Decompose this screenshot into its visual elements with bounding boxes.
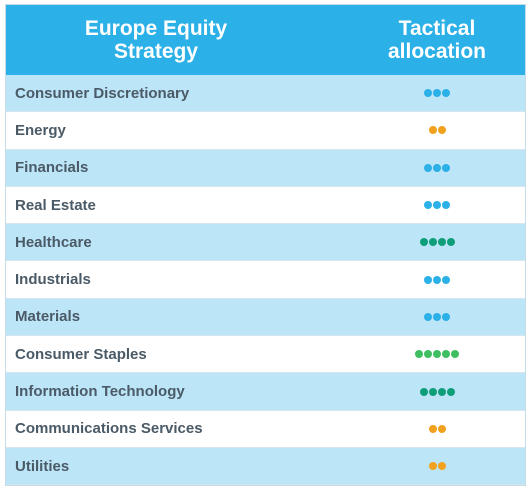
table-row: Healthcare xyxy=(6,224,525,262)
rating-dot-icon xyxy=(437,238,446,247)
table-row: Financials xyxy=(6,149,525,187)
rating-dot-icon xyxy=(437,126,446,135)
rating-dot-icon xyxy=(433,201,441,210)
rating-dot-icon xyxy=(437,462,446,471)
table-row: Communications Services xyxy=(6,411,525,448)
sector-label: Communications Services xyxy=(15,420,203,438)
allocation-rating xyxy=(366,112,508,148)
table-row: Energy xyxy=(6,112,525,150)
rating-dot-icon xyxy=(424,201,432,210)
sector-label: Healthcare xyxy=(15,233,92,251)
rating-dot-icon xyxy=(428,126,437,135)
rating-dot-icon xyxy=(424,275,432,284)
sector-label: Consumer Discretionary xyxy=(15,84,190,102)
sector-label: Energy xyxy=(15,121,66,139)
rating-dot-icon xyxy=(428,462,437,471)
sector-label: Real Estate xyxy=(15,196,96,214)
rating-dot-icon xyxy=(433,350,441,359)
header-tactical-allocation: Tactical allocation xyxy=(387,17,487,63)
table-row: Real Estate xyxy=(6,187,525,225)
rating-dot-icon xyxy=(428,387,437,396)
sector-label: Utilities xyxy=(15,457,70,475)
rating-dot-icon xyxy=(424,89,432,98)
rating-dot-icon xyxy=(433,275,441,284)
rating-dot-icon xyxy=(419,387,428,396)
rating-dot-icon xyxy=(424,350,432,359)
rating-dot-icon xyxy=(442,350,450,359)
rating-dot-icon xyxy=(442,312,450,321)
allocation-rating xyxy=(366,336,508,372)
sector-label: Information Technology xyxy=(15,383,185,401)
table-body: Consumer Discretionary Energy Financials Re… xyxy=(6,75,525,486)
rating-dot-icon xyxy=(433,163,441,172)
rating-dot-icon xyxy=(437,387,446,396)
rating-dot-icon xyxy=(428,238,437,247)
allocation-rating xyxy=(366,411,508,447)
allocation-rating xyxy=(366,150,508,186)
sector-label: Materials xyxy=(15,308,81,326)
sector-label: Financials xyxy=(15,159,89,177)
rating-dot-icon xyxy=(442,89,450,98)
sector-label: Consumer Staples xyxy=(15,345,147,363)
allocation-rating xyxy=(366,373,508,409)
table-row: Consumer Discretionary xyxy=(6,75,525,113)
rating-dot-icon xyxy=(446,387,455,396)
rating-dot-icon xyxy=(415,350,423,359)
header-strategy: Europe Equity Strategy xyxy=(84,17,228,63)
rating-dot-icon xyxy=(446,238,455,247)
rating-dot-icon xyxy=(442,275,450,284)
allocation-rating xyxy=(366,224,508,260)
rating-dot-icon xyxy=(419,238,428,247)
table-header: Europe Equity Strategy Tactical allocati… xyxy=(6,5,525,75)
rating-dot-icon xyxy=(424,163,432,172)
rating-dot-icon xyxy=(437,424,446,433)
table-row: Utilities xyxy=(6,447,525,486)
table-row: Industrials xyxy=(6,261,525,299)
rating-dot-icon xyxy=(442,163,450,172)
rating-dot-icon xyxy=(451,350,459,359)
rating-dot-icon xyxy=(424,312,432,321)
allocation-rating xyxy=(366,261,508,297)
rating-dot-icon xyxy=(433,89,441,98)
table-row: Consumer Staples xyxy=(6,336,525,374)
allocation-rating xyxy=(366,448,508,484)
rating-dot-icon xyxy=(433,312,441,321)
table-row: Materials xyxy=(6,298,525,337)
table-row: Information Technology xyxy=(6,373,525,411)
allocation-rating xyxy=(366,187,508,223)
allocation-table: Europe Equity Strategy Tactical allocati… xyxy=(5,4,526,486)
rating-dot-icon xyxy=(442,201,450,210)
rating-dot-icon xyxy=(428,424,437,433)
allocation-rating xyxy=(366,299,508,335)
allocation-rating xyxy=(366,75,508,111)
sector-label: Industrials xyxy=(15,271,91,289)
